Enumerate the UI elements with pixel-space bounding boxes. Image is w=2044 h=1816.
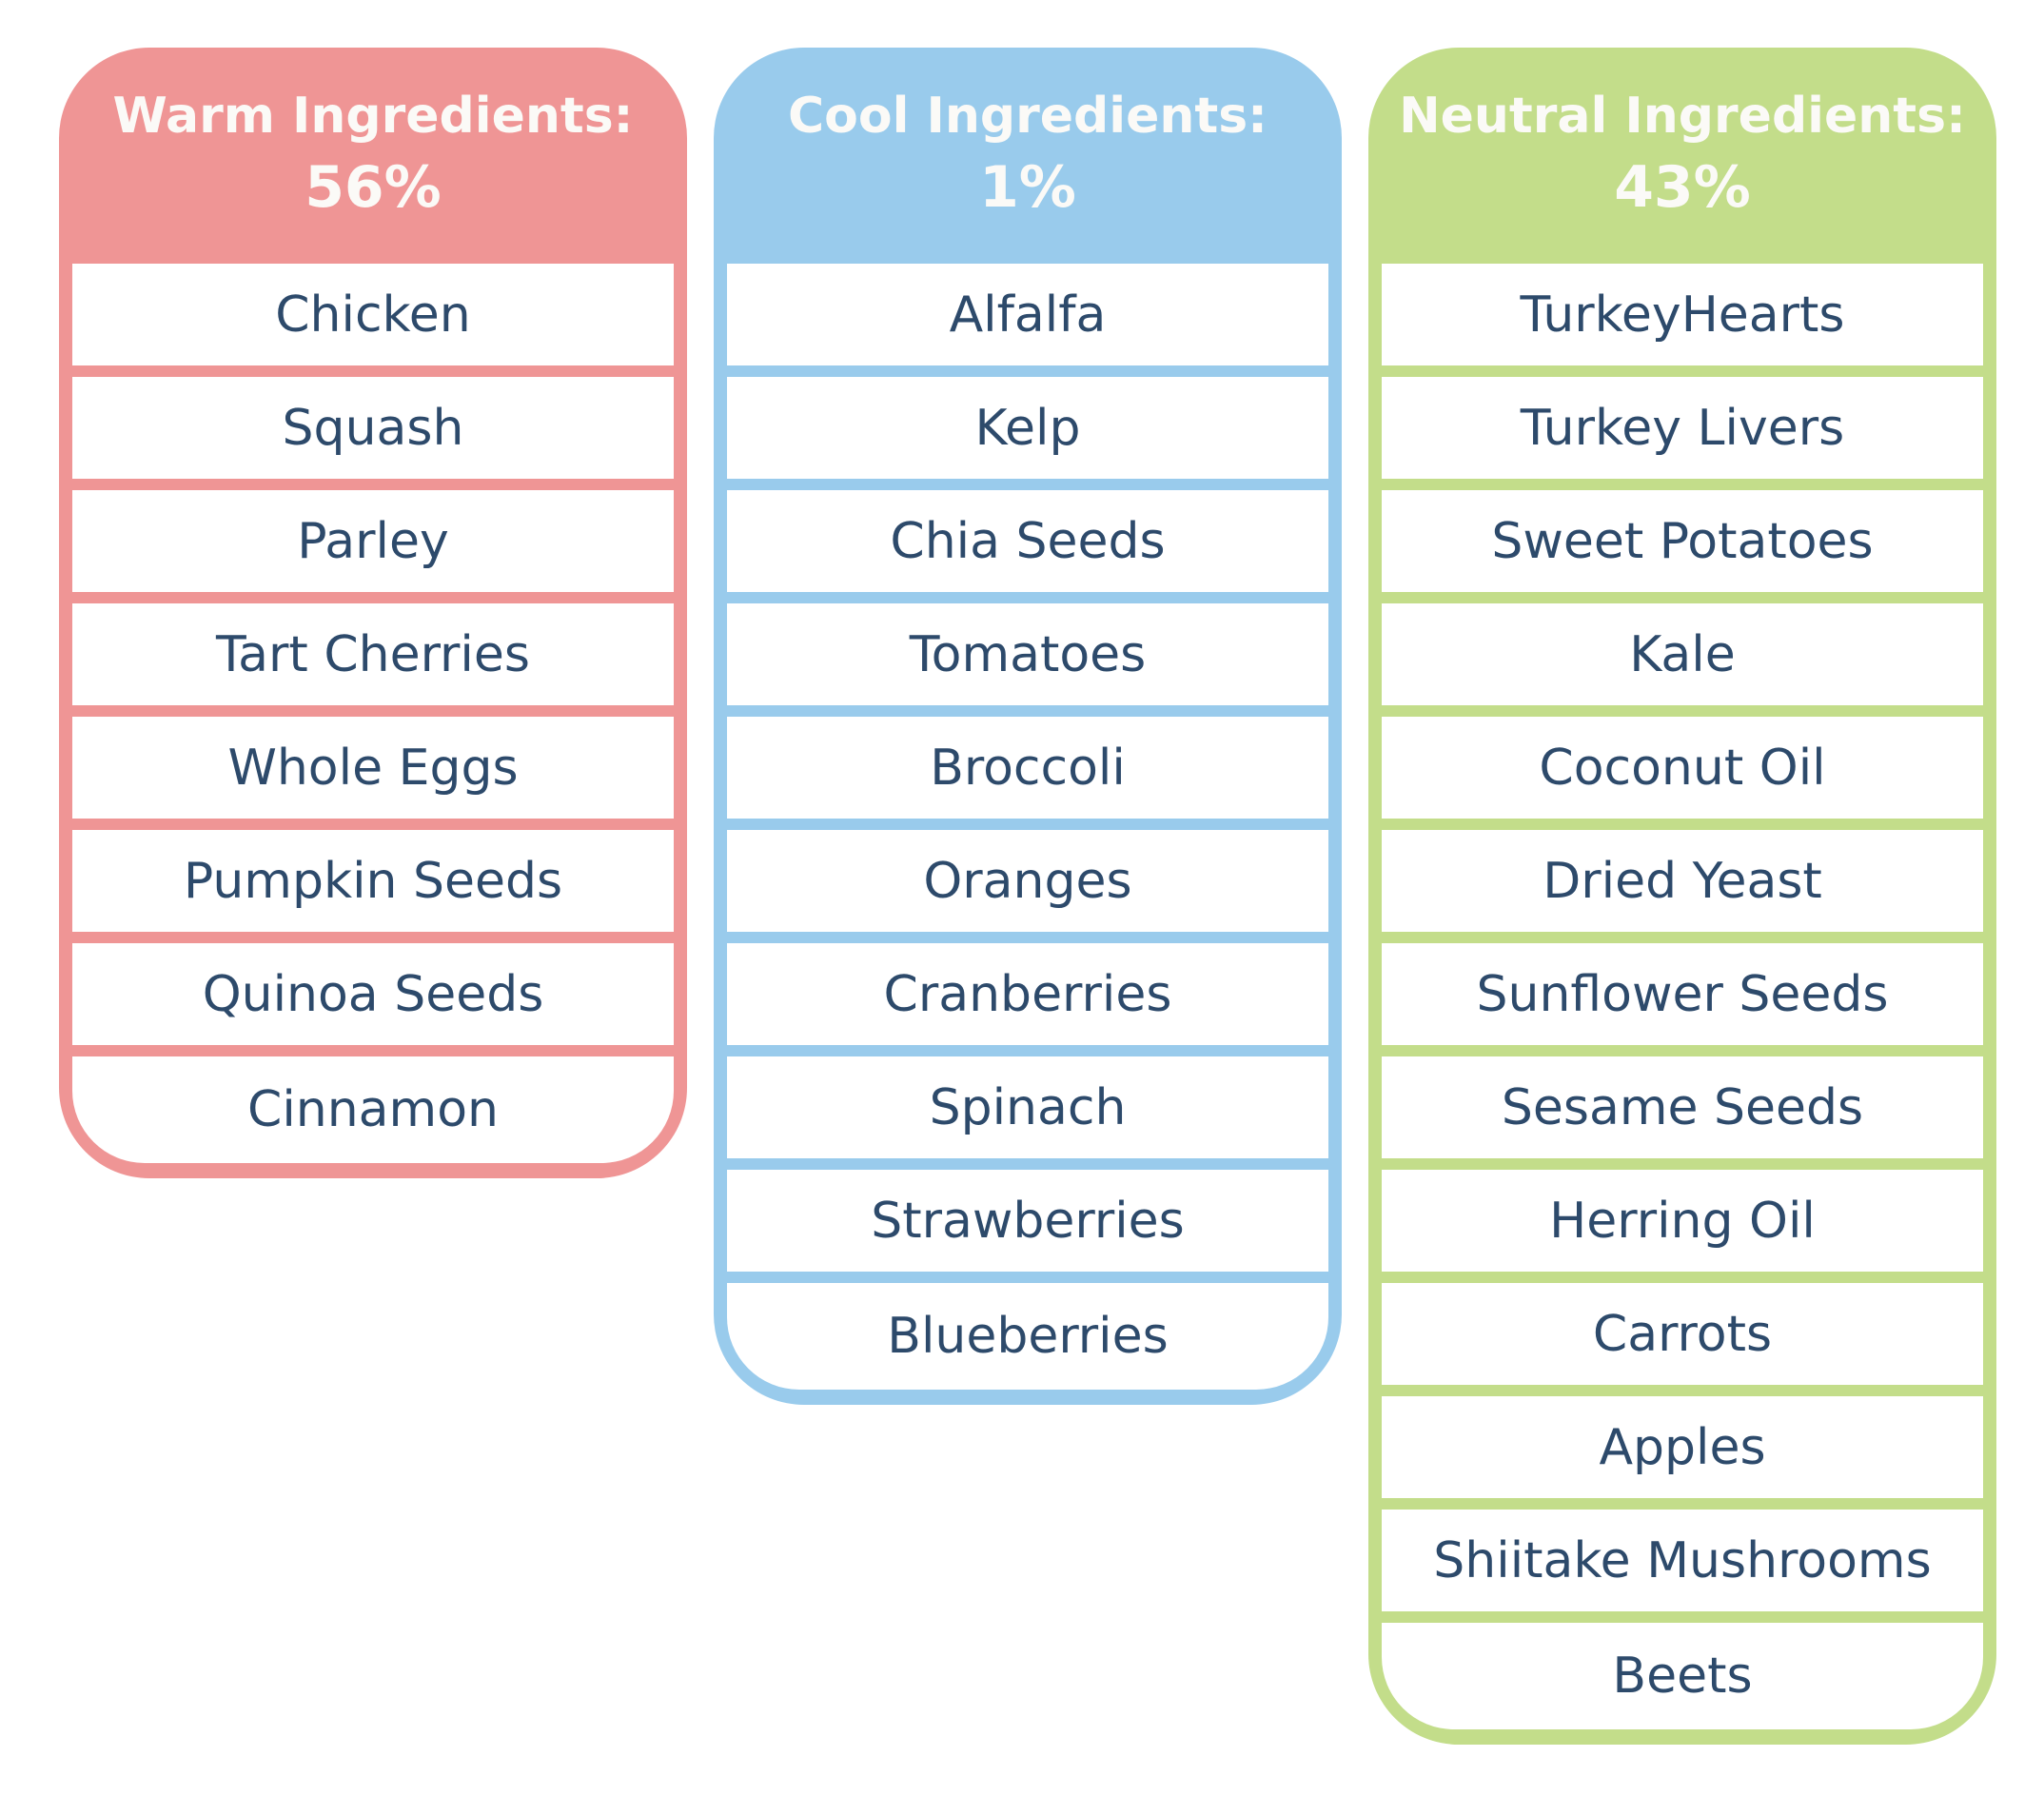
ingredient-item: Whole Eggs	[72, 717, 674, 819]
ingredient-item: Alfalfa	[727, 264, 1328, 365]
ingredient-item: Cranberries	[727, 943, 1328, 1045]
ingredient-item: Pumpkin Seeds	[72, 830, 674, 932]
ingredient-item: Shiitake Mushrooms	[1382, 1510, 1983, 1611]
ingredient-item: Blueberries	[727, 1283, 1328, 1390]
column-title: Warm Ingredients:	[112, 87, 634, 145]
ingredient-item: Sweet Potatoes	[1382, 490, 1983, 592]
ingredient-list: Chicken Squash Parley Tart Cherries Whole Eg…	[72, 264, 674, 1163]
ingredient-item: Parley	[72, 490, 674, 592]
column-header: Neutral Ingredients: 43%	[1382, 48, 1983, 264]
ingredient-item: Oranges	[727, 830, 1328, 932]
ingredient-item: Apples	[1382, 1396, 1983, 1498]
ingredient-item: Dried Yeast	[1382, 830, 1983, 932]
ingredient-item: Chicken	[72, 264, 674, 365]
ingredient-list: TurkeyHearts Turkey Livers Sweet Potatoes K…	[1382, 264, 1983, 1729]
neutral-ingredients-column: Neutral Ingredients: 43% TurkeyHearts Tur…	[1368, 48, 1996, 1745]
ingredient-item: Sesame Seeds	[1382, 1056, 1983, 1158]
ingredient-item: Turkey Livers	[1382, 377, 1983, 479]
ingredient-item: Strawberries	[727, 1170, 1328, 1272]
ingredient-item: Tomatoes	[727, 603, 1328, 705]
ingredient-item: Carrots	[1382, 1283, 1983, 1385]
ingredient-item: Coconut Oil	[1382, 717, 1983, 819]
column-percent: 43%	[1614, 153, 1751, 221]
ingredient-item: Sunflower Seeds	[1382, 943, 1983, 1045]
ingredient-item: Beets	[1382, 1623, 1983, 1729]
ingredient-item: Spinach	[727, 1056, 1328, 1158]
column-header: Cool Ingredients: 1%	[727, 48, 1328, 264]
ingredient-item: Kelp	[727, 377, 1328, 479]
column-header: Warm Ingredients: 56%	[72, 48, 674, 264]
ingredient-item: Quinoa Seeds	[72, 943, 674, 1045]
column-percent: 1%	[979, 153, 1076, 221]
ingredient-item: TurkeyHearts	[1382, 264, 1983, 365]
column-title: Neutral Ingredients:	[1399, 87, 1966, 145]
ingredient-item: Squash	[72, 377, 674, 479]
ingredient-item: Herring Oil	[1382, 1170, 1983, 1272]
warm-ingredients-column: Warm Ingredients: 56% Chicken Squash Parle…	[59, 48, 687, 1178]
column-percent: 56%	[305, 153, 442, 221]
cool-ingredients-column: Cool Ingredients: 1% Alfalfa Kelp Chia See…	[714, 48, 1342, 1405]
ingredient-item: Kale	[1382, 603, 1983, 705]
ingredient-item: Broccoli	[727, 717, 1328, 819]
ingredient-item: Chia Seeds	[727, 490, 1328, 592]
column-title: Cool Ingredients:	[788, 87, 1268, 145]
ingredient-list: Alfalfa Kelp Chia Seeds Tomatoes Broccoli Ora…	[727, 264, 1328, 1390]
ingredient-item: Tart Cherries	[72, 603, 674, 705]
ingredient-item: Cinnamon	[72, 1056, 674, 1163]
